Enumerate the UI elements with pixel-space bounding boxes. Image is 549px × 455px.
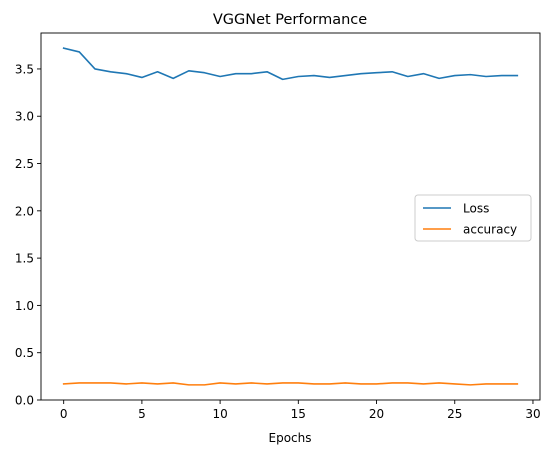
- y-tick-label: 1.0: [15, 299, 34, 313]
- series-line-accuracy: [62, 382, 519, 386]
- y-tick-label: 0.5: [15, 346, 34, 360]
- axes: 0 5 10 15 20 25 30 0.0 0.5 1.0 1.5 2.0 2.5 3.0 3.5: [15, 32, 541, 421]
- y-tick-label: 2.0: [15, 204, 34, 218]
- x-tick-label: 30: [525, 407, 540, 421]
- y-tick-label: 2.5: [15, 157, 34, 171]
- x-tick-label: 25: [447, 407, 462, 421]
- legend: Loss accuracy: [414, 194, 532, 242]
- legend-label-loss: Loss: [463, 202, 489, 216]
- x-tick-label: 5: [138, 407, 146, 421]
- series-line-loss: [62, 47, 519, 81]
- legend-label-accuracy: accuracy: [463, 223, 517, 237]
- y-tick-label: 1.5: [15, 252, 34, 266]
- x-axis-label: Epochs: [269, 431, 312, 445]
- x-tick-label: 10: [212, 407, 227, 421]
- x-tick-label: 0: [60, 407, 68, 421]
- x-tick-label: 20: [369, 407, 384, 421]
- y-tick-label: 3.5: [15, 62, 34, 76]
- x-tick-label: 15: [291, 407, 306, 421]
- y-tick-label: 0.0: [15, 394, 34, 408]
- y-tick-label: 3.0: [15, 110, 34, 124]
- chart-title: VGGNet Performance: [213, 12, 367, 28]
- plot-area: [62, 47, 519, 386]
- axes-frame: [40, 32, 541, 401]
